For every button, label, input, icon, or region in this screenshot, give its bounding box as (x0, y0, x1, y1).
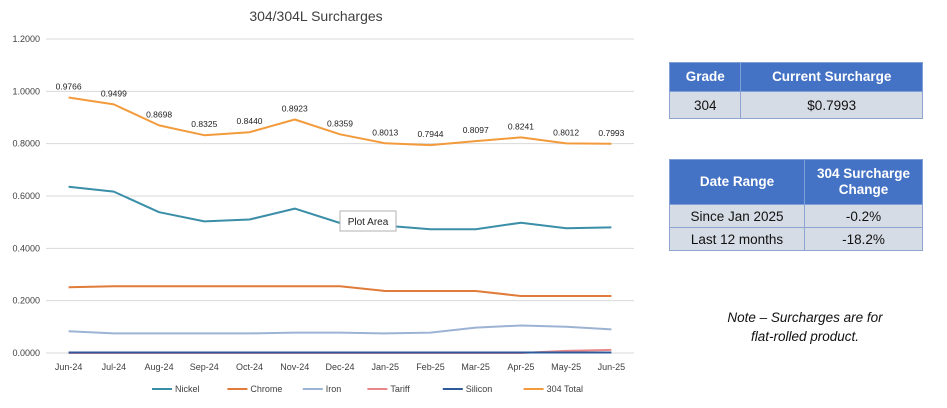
legend-entry: 304 Total (547, 384, 583, 394)
series-line-iron (68, 324, 612, 335)
data-label: 0.8325 (191, 119, 217, 129)
y-tick-label: 0.6000 (12, 191, 40, 201)
plot-area-tooltip: Plot Area (339, 210, 397, 232)
surcharge-line-chart: 304/304L Surcharges 0.00000.20000.40000.… (12, 8, 634, 394)
data-label: 0.9766 (56, 81, 82, 91)
series-line-304-total (68, 96, 612, 147)
data-label: 0.8097 (463, 125, 489, 135)
surcharge-change-table: Date Range 304 Surcharge Change Since Ja… (669, 159, 923, 251)
tooltip-text: Plot Area (348, 217, 389, 228)
data-label: 0.8923 (282, 104, 308, 114)
data-label: 0.9499 (101, 88, 127, 98)
range-table-header-row: Date Range 304 Surcharge Change (669, 159, 923, 205)
date-range-value: Last 12 months (669, 227, 805, 251)
x-tick-label: Apr-25 (507, 362, 534, 372)
x-tick-label: Jun-25 (598, 362, 626, 372)
x-tick-label: Nov-24 (280, 362, 309, 372)
legend-entry: Tariff (390, 384, 410, 394)
chart-legend: Nickel Chrome Iron Tariff Silicon 304 Total (152, 384, 583, 394)
grade-table-row: 304 $0.7993 (668, 91, 923, 119)
data-label: 0.8359 (327, 118, 353, 128)
y-tick-label: 0.8000 (12, 139, 40, 149)
series-line-chrome (68, 285, 612, 297)
x-tick-label: Sep-24 (190, 362, 219, 372)
x-axis-ticks: Jun-24 Jul-24 Aug-24 Sep-24 Oct-24 Nov-24 Dec-… (55, 362, 625, 372)
x-tick-label: Dec-24 (325, 362, 354, 372)
data-label: 0.8013 (372, 127, 398, 137)
table-row: Since Jan 2025 -0.2% (669, 204, 923, 228)
y-tick-label: 1.0000 (12, 86, 40, 96)
y-tick-label: 1.2000 (12, 34, 40, 44)
chart-gridlines (46, 38, 634, 354)
surcharge-change-header: 304 Surcharge Change (804, 159, 923, 205)
table-row: Last 12 months -18.2% (669, 227, 923, 251)
grade-surcharge-table: Grade Current Surcharge 304 $0.7993 (668, 62, 923, 119)
date-range-header: Date Range (669, 159, 805, 205)
note-line-2: flat-rolled product. (750, 329, 860, 344)
data-label: 0.8440 (237, 116, 263, 126)
grade-value: 304 (668, 91, 742, 119)
note-line-1: Note – Surcharges are for (727, 310, 883, 325)
x-tick-label: Jan-25 (371, 362, 399, 372)
legend-entry: Iron (326, 384, 342, 394)
current-surcharge-value: $0.7993 (740, 91, 923, 119)
x-tick-label: Aug-24 (145, 362, 174, 372)
y-tick-label: 0.4000 (12, 243, 40, 253)
chart-title: 304/304L Surcharges (249, 8, 382, 24)
chart-series (68, 96, 612, 354)
surcharge-change-value: -0.2% (804, 204, 923, 228)
x-tick-label: Feb-25 (416, 362, 445, 372)
tooltip-box (339, 210, 397, 232)
data-label: 0.7993 (598, 128, 624, 138)
x-tick-label: Oct-24 (236, 362, 263, 372)
surcharge-note: Note – Surcharges are for flat-rolled pr… (690, 308, 920, 346)
y-axis-ticks: 0.0000 0.2000 0.4000 0.6000 0.8000 1.0000 1.20… (12, 34, 40, 358)
date-range-value: Since Jan 2025 (669, 204, 805, 228)
data-label: 0.8012 (553, 127, 579, 137)
y-tick-label: 0.2000 (12, 296, 40, 306)
legend-entry: Nickel (175, 384, 200, 394)
grade-table-header-row: Grade Current Surcharge (668, 62, 923, 92)
data-label: 0.8241 (508, 121, 534, 131)
x-tick-label: Jul-24 (102, 362, 127, 372)
grade-header: Grade (668, 62, 742, 92)
total-data-labels: 0.9766 0.9499 0.8698 0.8325 0.8440 0.8923 0.83… (56, 81, 625, 139)
x-tick-label: Mar-25 (461, 362, 490, 372)
data-label: 0.8698 (146, 109, 172, 119)
legend-entry: Silicon (466, 384, 493, 394)
legend-entry: Chrome (250, 384, 282, 394)
x-tick-label: May-25 (551, 362, 581, 372)
current-surcharge-header: Current Surcharge (740, 62, 923, 92)
y-tick-label: 0.0000 (12, 348, 40, 358)
data-label: 0.7944 (417, 129, 443, 139)
surcharge-change-value: -18.2% (804, 227, 923, 251)
x-tick-label: Jun-24 (55, 362, 83, 372)
